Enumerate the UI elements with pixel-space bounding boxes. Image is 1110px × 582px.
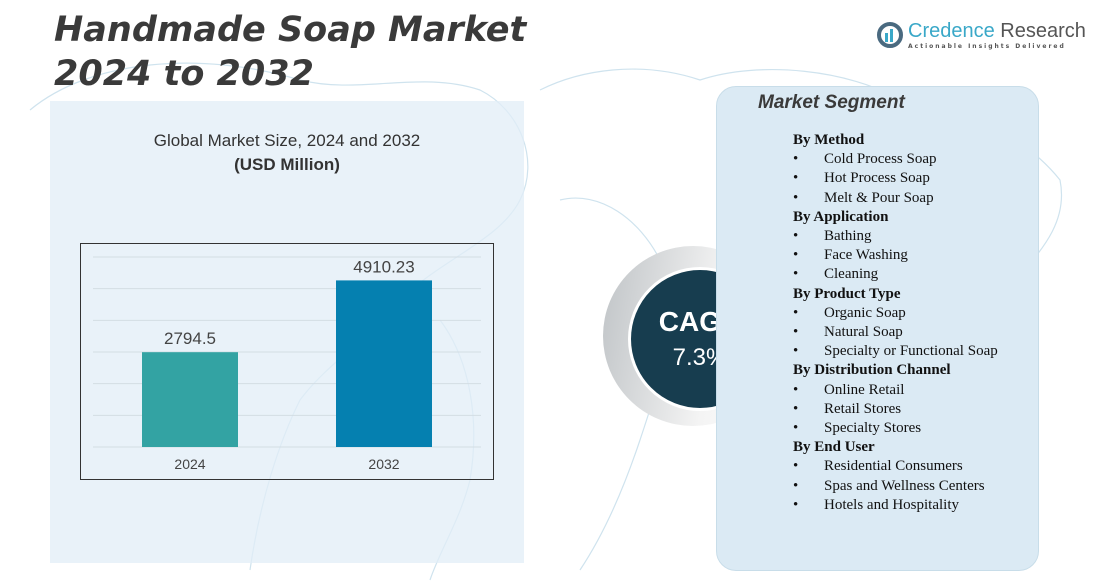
segment-item: Hotels and Hospitality <box>793 496 998 515</box>
segment-item: Cold Process Soap <box>793 150 998 169</box>
segment-group-title: By Method <box>793 132 865 148</box>
segment-item: Residential Consumers <box>793 457 998 476</box>
segment-item: Hot Process Soap <box>793 169 998 188</box>
segment-group-title: By Product Type <box>793 285 901 302</box>
page-title: Handmade Soap Market 2024 to 2032 <box>54 8 526 96</box>
data-label: 2794.5 <box>164 329 216 348</box>
bar-chart-frame: 2794.5 2024 4910.23 2032 <box>80 243 494 480</box>
x-tick-label: 2024 <box>174 456 205 472</box>
segment-item: Online Retail <box>793 381 998 400</box>
segment-item: Face Washing <box>793 246 998 265</box>
credence-research-logo: Credence Research Actionable Insights De… <box>876 20 1086 50</box>
chart-title: Global Market Size, 2024 and 2032 <box>153 131 421 150</box>
data-label: 4910.23 <box>353 257 414 276</box>
chart-subtitle: (USD Million) <box>234 155 340 174</box>
logo-tagline: Actionable Insights Delivered <box>908 43 1066 50</box>
segment-item: Melt & Pour Soap <box>793 189 998 208</box>
segment-list: By Method Cold Process SoapHot Process So… <box>793 131 998 515</box>
segment-item: Specialty or Functional Soap <box>793 342 998 361</box>
segment-group-title: By End User <box>793 439 875 456</box>
chart-panel <box>50 101 524 563</box>
segment-item: Retail Stores <box>793 400 998 419</box>
logo-icon <box>877 22 903 48</box>
bar-chart: 2794.5 2024 4910.23 2032 <box>93 256 481 472</box>
title-line-1: Handmade Soap Market <box>54 10 527 50</box>
segment-item: Organic Soap <box>793 304 998 323</box>
segment-item: Bathing <box>793 227 998 246</box>
segment-group-title: By Distribution Channel <box>793 362 951 379</box>
logo-name-2: Research <box>994 20 1086 42</box>
bar-2032 <box>336 280 432 447</box>
logo-name: Credence <box>908 20 995 42</box>
segment-heading: Market Segment <box>758 92 905 113</box>
segment-item: Cleaning <box>793 265 998 284</box>
bar-2024 <box>142 352 238 447</box>
segment-item: Natural Soap <box>793 323 998 342</box>
segment-item: Spas and Wellness Centers <box>793 477 998 496</box>
segment-group-title: By Application <box>793 208 889 225</box>
segment-item: Specialty Stores <box>793 419 998 438</box>
title-line-2: 2024 to 2032 <box>54 54 314 94</box>
x-tick-label: 2032 <box>368 456 399 472</box>
